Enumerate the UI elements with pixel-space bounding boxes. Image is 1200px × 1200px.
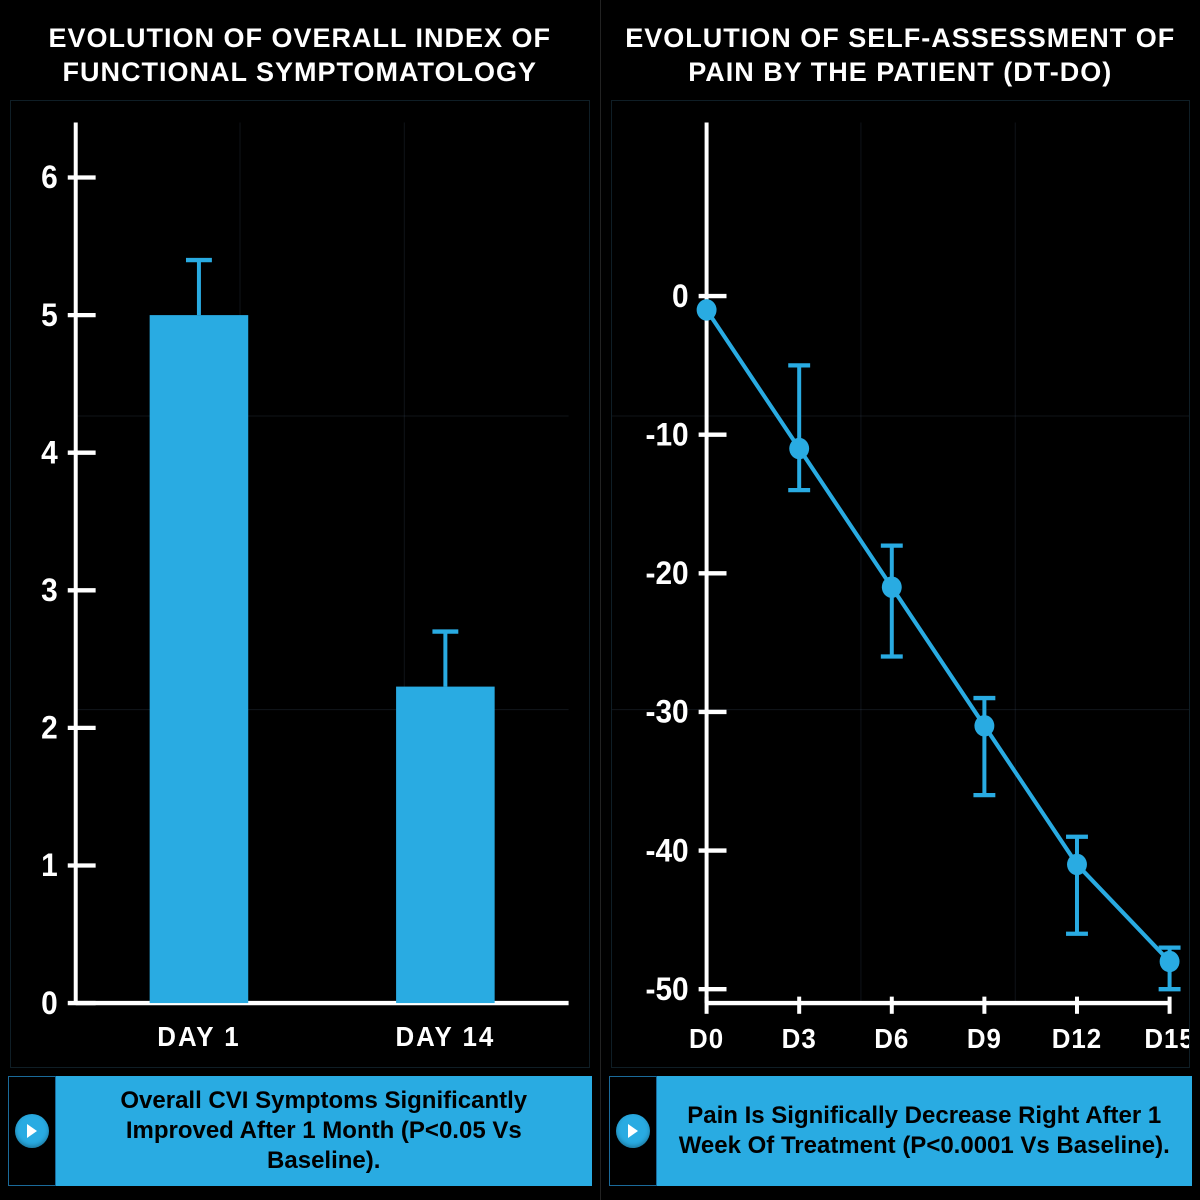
- svg-text:D0: D0: [689, 1023, 724, 1054]
- svg-text:6: 6: [41, 159, 58, 195]
- svg-text:-50: -50: [645, 970, 688, 1006]
- right-title: EVOLUTION OF SELF-ASSESSMENT OF PAIN BY …: [601, 0, 1200, 100]
- svg-text:DAY 1: DAY 1: [157, 1021, 240, 1052]
- svg-text:D3: D3: [781, 1023, 816, 1054]
- arrow-box-left: [8, 1076, 56, 1186]
- left-chart: 0 1 2 3 4 5 6 DAY 1 DAY 14: [10, 100, 590, 1069]
- svg-text:D6: D6: [874, 1023, 909, 1054]
- svg-text:5: 5: [41, 296, 58, 332]
- left-title: EVOLUTION OF OVERALL INDEX OF FUNCTIONAL…: [0, 0, 600, 100]
- charts-container: EVOLUTION OF OVERALL INDEX OF FUNCTIONAL…: [0, 0, 1200, 1200]
- svg-text:D15: D15: [1144, 1023, 1189, 1054]
- svg-text:D12: D12: [1051, 1023, 1101, 1054]
- arrow-box-right: [609, 1076, 657, 1186]
- right-caption: Pain Is Significally Decrease Right Afte…: [657, 1076, 1193, 1186]
- svg-text:0: 0: [672, 277, 689, 313]
- right-panel: EVOLUTION OF SELF-ASSESSMENT OF PAIN BY …: [601, 0, 1200, 1200]
- left-caption-row: Overall CVI Symptoms Significantly Impro…: [8, 1076, 592, 1186]
- svg-text:0: 0: [41, 984, 58, 1020]
- arrow-icon: [616, 1114, 650, 1148]
- svg-text:3: 3: [41, 571, 58, 607]
- right-chart: 0 -10 -20 -30 -40 -50D0 D3 D6 D9 D12 D15: [611, 100, 1191, 1069]
- left-caption: Overall CVI Symptoms Significantly Impro…: [56, 1076, 592, 1186]
- svg-text:DAY 14: DAY 14: [396, 1021, 496, 1052]
- right-caption-row: Pain Is Significally Decrease Right Afte…: [609, 1076, 1193, 1186]
- svg-text:1: 1: [41, 847, 58, 883]
- arrow-icon: [15, 1114, 49, 1148]
- svg-text:D9: D9: [966, 1023, 1001, 1054]
- svg-text:-30: -30: [645, 693, 688, 729]
- svg-text:2: 2: [41, 709, 58, 745]
- svg-text:-20: -20: [645, 555, 688, 591]
- svg-text:-10: -10: [645, 416, 688, 452]
- svg-text:4: 4: [41, 434, 58, 470]
- left-panel: EVOLUTION OF OVERALL INDEX OF FUNCTIONAL…: [0, 0, 601, 1200]
- svg-text:-40: -40: [645, 832, 688, 868]
